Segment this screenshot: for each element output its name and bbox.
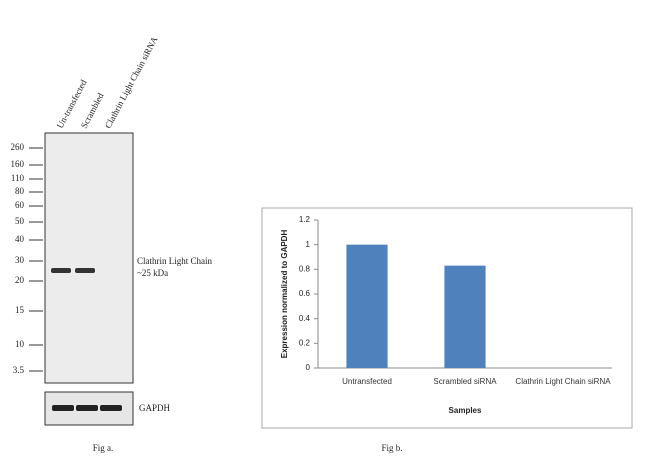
marker-label: 40 [15,234,25,244]
marker-label: 110 [11,173,25,183]
caption: Fig a. [93,443,114,453]
band [76,405,98,411]
y-tick-label: 0.8 [299,264,311,273]
chart-frame [261,207,633,429]
marker-label: 60 [15,200,25,210]
marker-label: 160 [11,159,25,169]
band [75,268,95,273]
lane-label: Scrambled [79,91,106,130]
x-tick-label-box: Clathrin Light Chain siRNA [515,377,611,386]
x-tick-label: Scrambled siRNA [433,377,497,386]
bar [444,265,486,368]
lane-label: Clathrin Light Chain siRNA [103,34,160,129]
band-size: ~25 kDa [137,268,168,278]
marker-label: 30 [15,255,25,265]
marker-label: 3.5 [13,365,25,375]
marker-label: 80 [15,186,25,196]
marker-label: 50 [15,216,25,226]
band [100,405,122,411]
bar [346,244,388,368]
y-tick-label: 0 [306,363,311,372]
x-tick-label: Clathrin Light Chain siRNA [515,377,611,386]
x-tick-label: Untransfected [342,377,392,386]
gapdh-label: GAPDH [139,403,171,413]
y-tick-label: 1 [306,240,311,249]
y-tick-label: 0.4 [299,314,311,323]
caption: Fig b. [381,443,402,453]
marker-label: 260 [11,142,25,152]
marker-label: 10 [15,339,25,349]
x-axis-label: Samples [449,406,482,415]
marker-label: 15 [15,305,25,315]
y-axis-label: Expression normalized to GAPDH [280,230,289,359]
y-tick-label: 0.2 [299,338,311,347]
x-tick-label-box: Scrambled siRNA [433,377,497,386]
marker-label: 20 [15,275,25,285]
band [51,268,71,273]
x-tick-label-box: Untransfected [342,377,392,386]
y-tick-label: 1.2 [299,215,311,224]
y-tick-label: 0.6 [299,289,311,298]
band [52,405,74,411]
band-label: Clathrin Light Chain [137,256,212,266]
blot-membrane [44,132,134,384]
